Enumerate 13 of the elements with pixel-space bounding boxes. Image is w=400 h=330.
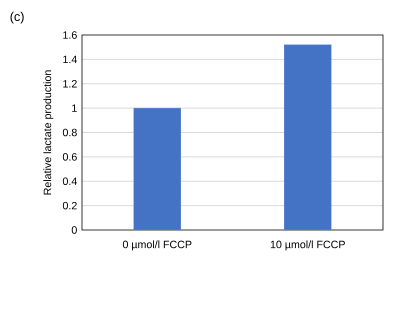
y-tick-label: 1.4 [63,56,77,64]
y-axis-title: Relative lactate production [43,70,54,194]
x-tick-label: 0 µmol/l FCCP [122,240,192,250]
x-tick-label: 10 µmol/l FCCP [270,240,345,250]
y-tick-label: 0.8 [62,128,77,136]
y-tick-label: 1.6 [63,31,77,39]
y-tick-label: 1 [72,104,77,112]
text: (c) [10,12,24,24]
y-tick-label: 0.6 [62,153,77,161]
y-tick-label: 0 [72,226,77,234]
y-tick-label: 0.4 [62,177,77,186]
y-tick-label: 0.2 [62,202,77,210]
y-tick-label: 1.2 [63,80,77,88]
